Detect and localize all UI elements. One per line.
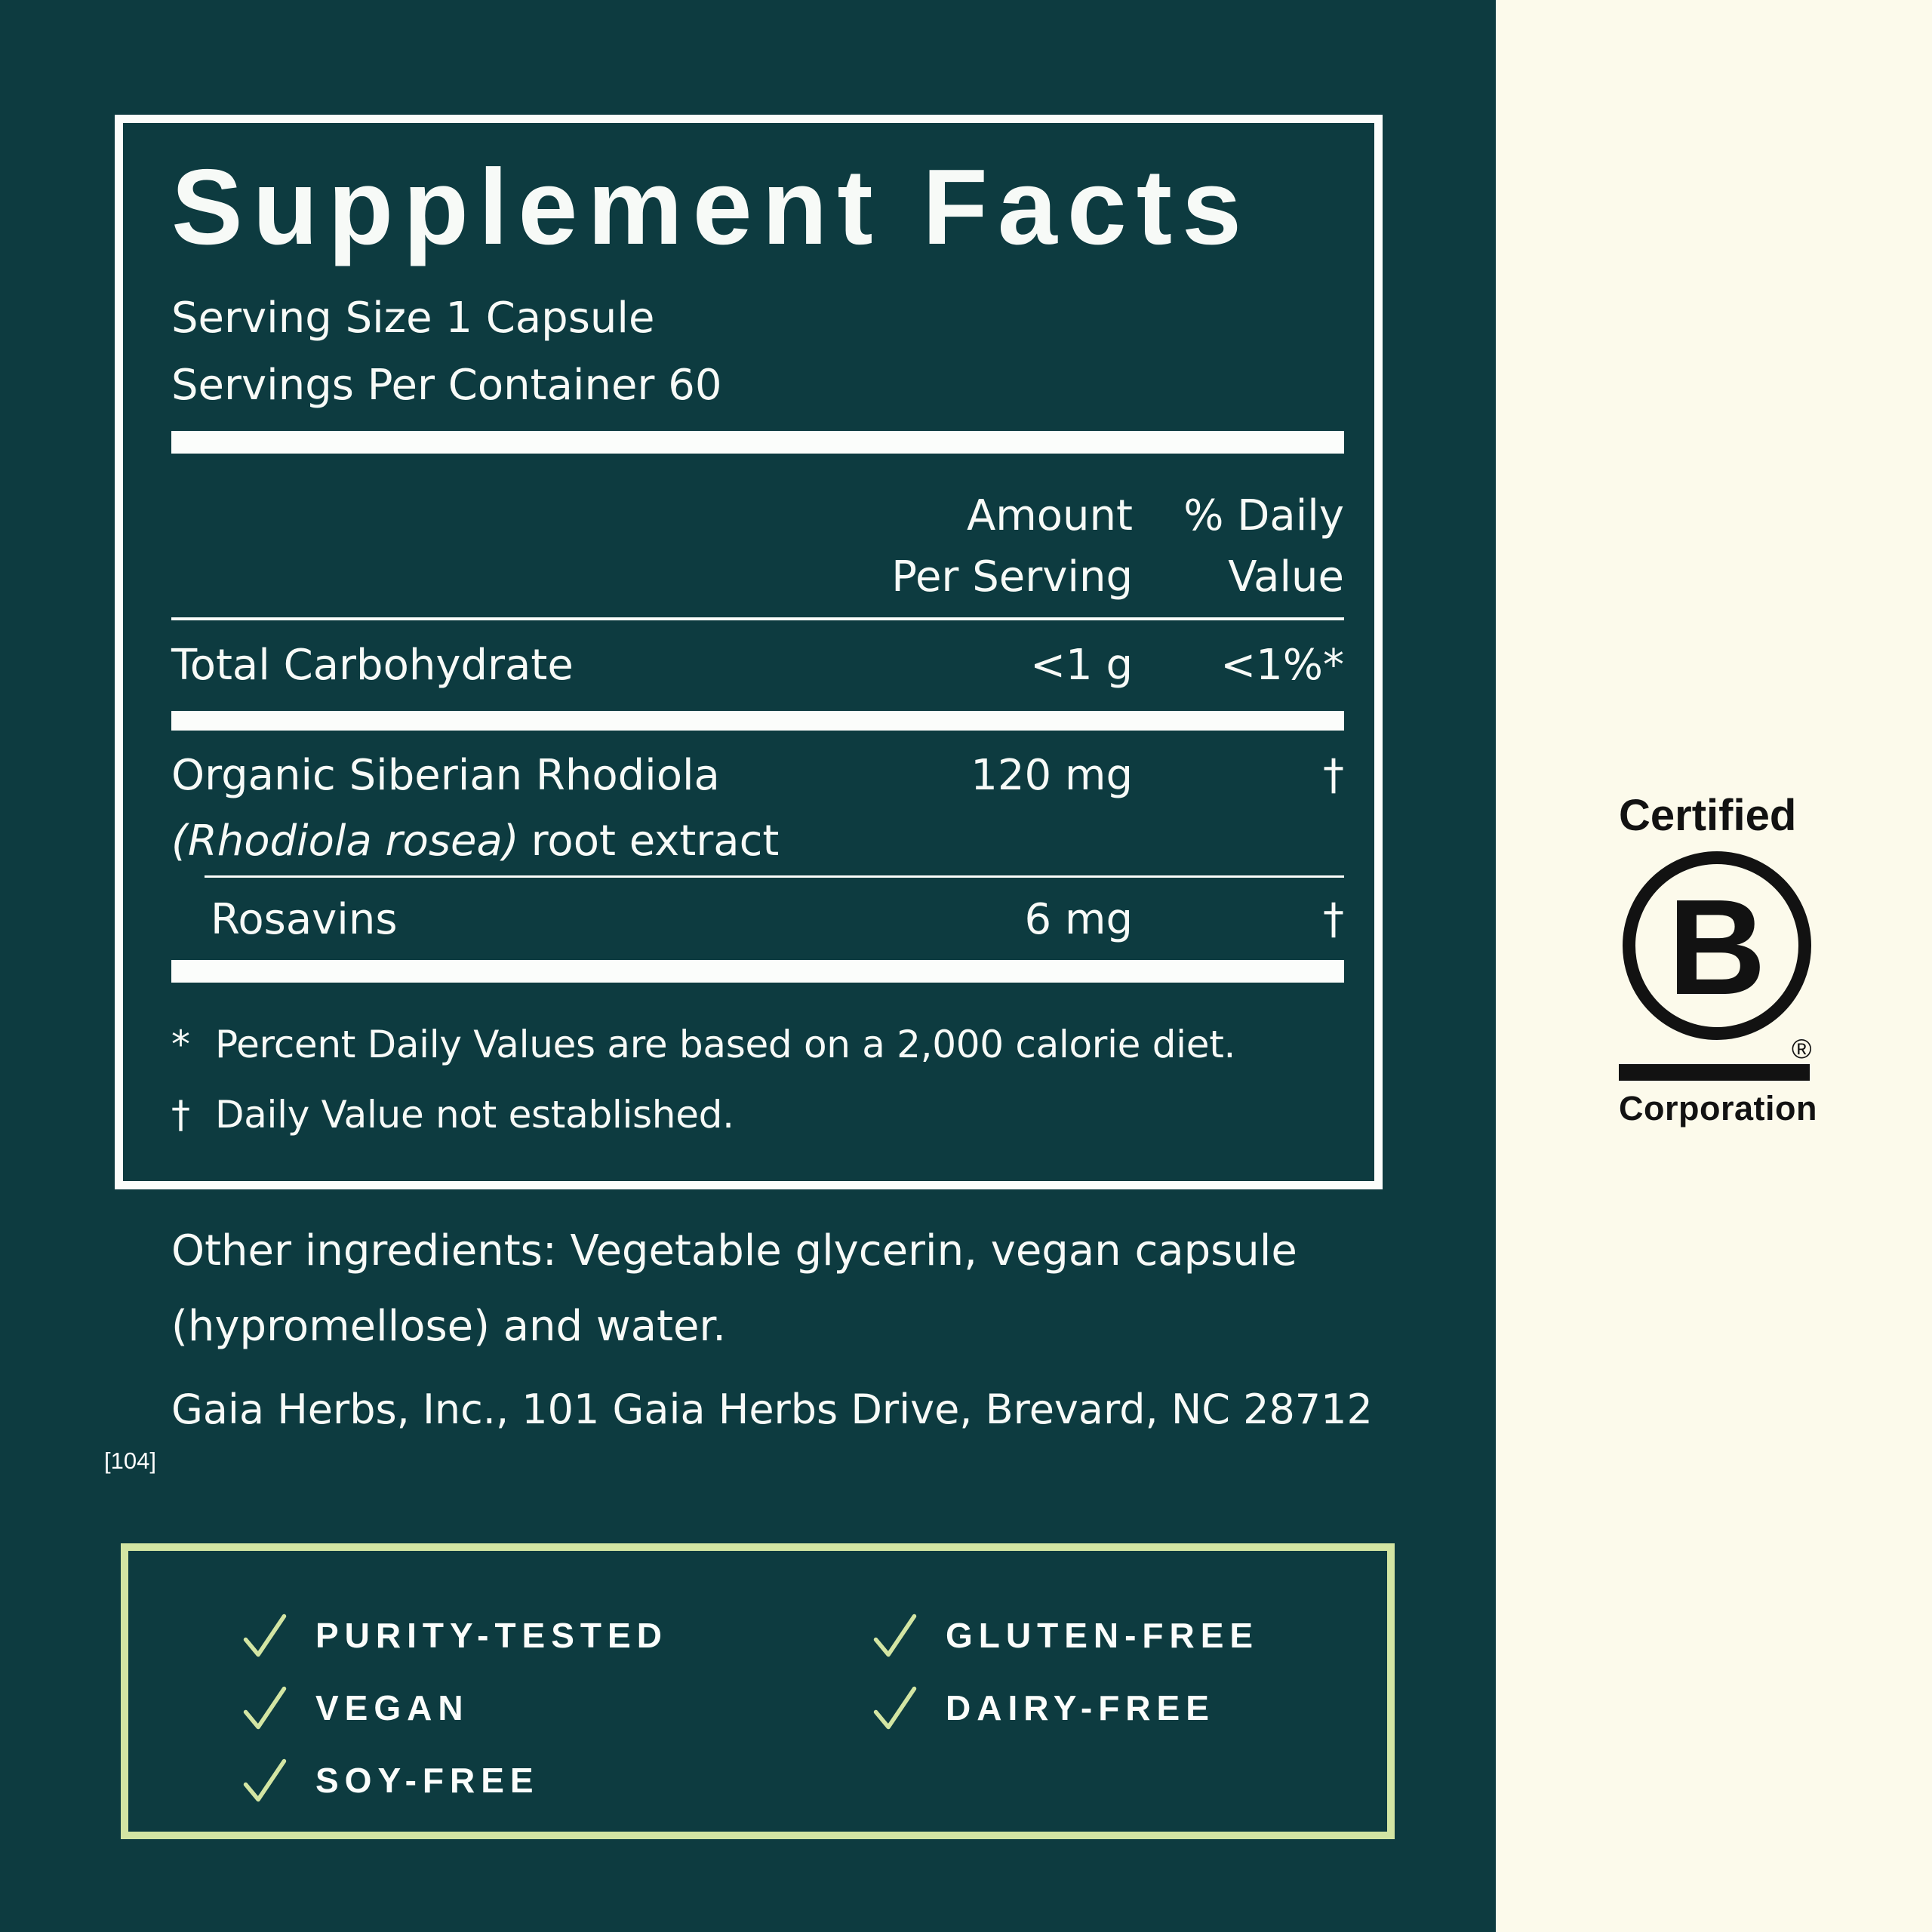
serving-info: Serving Size 1 Capsule Servings Per Cont… bbox=[171, 285, 1344, 419]
bcorp-letter-b: B bbox=[1668, 872, 1766, 1023]
bcorp-corporation-text: Corporation bbox=[1619, 1089, 1817, 1128]
row-carbohydrate-dv: <1%* bbox=[1220, 640, 1344, 690]
divider-thin-indented bbox=[205, 875, 1344, 878]
serving-size-text: Serving Size 1 Capsule bbox=[171, 294, 655, 343]
footnote-asterisk-symbol: * bbox=[171, 1022, 190, 1066]
row-rhodiola-name: Organic Siberian Rhodiola bbox=[171, 751, 720, 801]
checklist-left-column: PURITY-TESTED VEGAN SOY-FREE bbox=[242, 1608, 668, 1807]
botanical-name-rest: root extract bbox=[531, 817, 780, 866]
row-rhodiola-dv: † bbox=[1323, 751, 1344, 801]
divider-thick-bottom bbox=[171, 959, 1344, 983]
badge-checklist-box: PURITY-TESTED VEGAN SOY-FREE GLUTEN-FREE… bbox=[121, 1543, 1395, 1839]
registered-trademark-icon: ® bbox=[1792, 1033, 1812, 1064]
list-item: SOY-FREE bbox=[242, 1753, 668, 1807]
row-carbohydrate-name: Total Carbohydrate bbox=[171, 640, 574, 690]
other-ingredients-line2: (hypromellose) and water. bbox=[171, 1302, 727, 1351]
badge-label-purity-tested: PURITY-TESTED bbox=[315, 1616, 668, 1655]
list-item: VEGAN bbox=[242, 1681, 668, 1735]
header-dv-line2: Value bbox=[1228, 552, 1344, 602]
header-amount-line1: Amount bbox=[966, 491, 1133, 541]
list-item: DAIRY-FREE bbox=[872, 1681, 1259, 1735]
footnotes: * Percent Daily Values are based on a 2,… bbox=[171, 1010, 1344, 1150]
footnote-dagger-text: Daily Value not established. bbox=[215, 1092, 734, 1137]
checklist-right-column: GLUTEN-FREE DAIRY-FREE bbox=[872, 1608, 1259, 1735]
checkmark-icon bbox=[243, 1758, 287, 1802]
reference-code: [104] bbox=[104, 1447, 156, 1474]
other-ingredients: Other ingredients: Vegetable glycerin, v… bbox=[171, 1214, 1297, 1364]
table-header-amount: Amount Per Serving bbox=[861, 485, 1133, 608]
row-rosavins-name: Rosavins bbox=[211, 895, 398, 944]
divider-thin-header bbox=[171, 617, 1344, 620]
checkmark-icon bbox=[873, 1614, 917, 1657]
list-item: PURITY-TESTED bbox=[242, 1608, 668, 1663]
servings-per-container-text: Servings Per Container 60 bbox=[171, 360, 722, 410]
header-amount-line2: Per Serving bbox=[891, 552, 1133, 602]
table-row-rosavins: Rosavins 6 mg † bbox=[171, 893, 1344, 948]
badge-label-vegan: VEGAN bbox=[315, 1688, 469, 1727]
botanical-name-italic: (Rhodiola rosea) bbox=[171, 817, 519, 866]
footnote-asterisk: * Percent Daily Values are based on a 2,… bbox=[171, 1010, 1344, 1080]
badge-label-soy-free: SOY-FREE bbox=[315, 1761, 540, 1800]
footnote-dagger-symbol: † bbox=[171, 1092, 190, 1137]
checkmark-icon bbox=[873, 1686, 917, 1730]
badge-label-gluten-free: GLUTEN-FREE bbox=[946, 1616, 1260, 1655]
table-header-row: Amount Per Serving % Daily Value bbox=[171, 485, 1344, 608]
checkmark-icon bbox=[243, 1686, 287, 1730]
table-header-daily-value: % Daily Value bbox=[1133, 485, 1344, 608]
row-rhodiola-botanical-line: (Rhodiola rosea) root extract bbox=[171, 814, 1344, 869]
footnote-asterisk-text: Percent Daily Values are based on a 2,00… bbox=[215, 1022, 1236, 1066]
checkmark-icon bbox=[243, 1614, 287, 1657]
row-rhodiola-amount: 120 mg bbox=[971, 751, 1133, 801]
other-ingredients-line1: Other ingredients: Vegetable glycerin, v… bbox=[171, 1226, 1297, 1275]
table-header-spacer bbox=[171, 485, 861, 608]
supplement-facts-panel: Supplement Facts Serving Size 1 Capsule … bbox=[115, 115, 1383, 1189]
row-carbohydrate-amount: <1 g bbox=[1030, 640, 1133, 690]
manufacturer-address: Gaia Herbs, Inc., 101 Gaia Herbs Drive, … bbox=[171, 1386, 1373, 1433]
badge-label-dairy-free: DAIRY-FREE bbox=[946, 1688, 1215, 1727]
table-row-rhodiola: Organic Siberian Rhodiola 120 mg † bbox=[171, 749, 1344, 804]
table-row-carbohydrate: Total Carbohydrate <1 g <1%* bbox=[171, 638, 1344, 694]
row-rosavins-amount: 6 mg bbox=[1024, 895, 1133, 944]
divider-thick-top bbox=[171, 431, 1344, 454]
row-rosavins-dv: † bbox=[1323, 895, 1344, 944]
footnote-dagger: † Daily Value not established. bbox=[171, 1080, 1344, 1150]
bcorp-underline-bar bbox=[1619, 1064, 1810, 1081]
bcorp-certified-text: Certified bbox=[1619, 791, 1797, 840]
divider-medium bbox=[171, 711, 1344, 731]
list-item: GLUTEN-FREE bbox=[872, 1608, 1259, 1663]
supplement-facts-title: Supplement Facts bbox=[171, 147, 1252, 267]
header-dv-line1: % Daily bbox=[1183, 491, 1344, 541]
bcorp-circle-logo: B bbox=[1623, 851, 1811, 1040]
